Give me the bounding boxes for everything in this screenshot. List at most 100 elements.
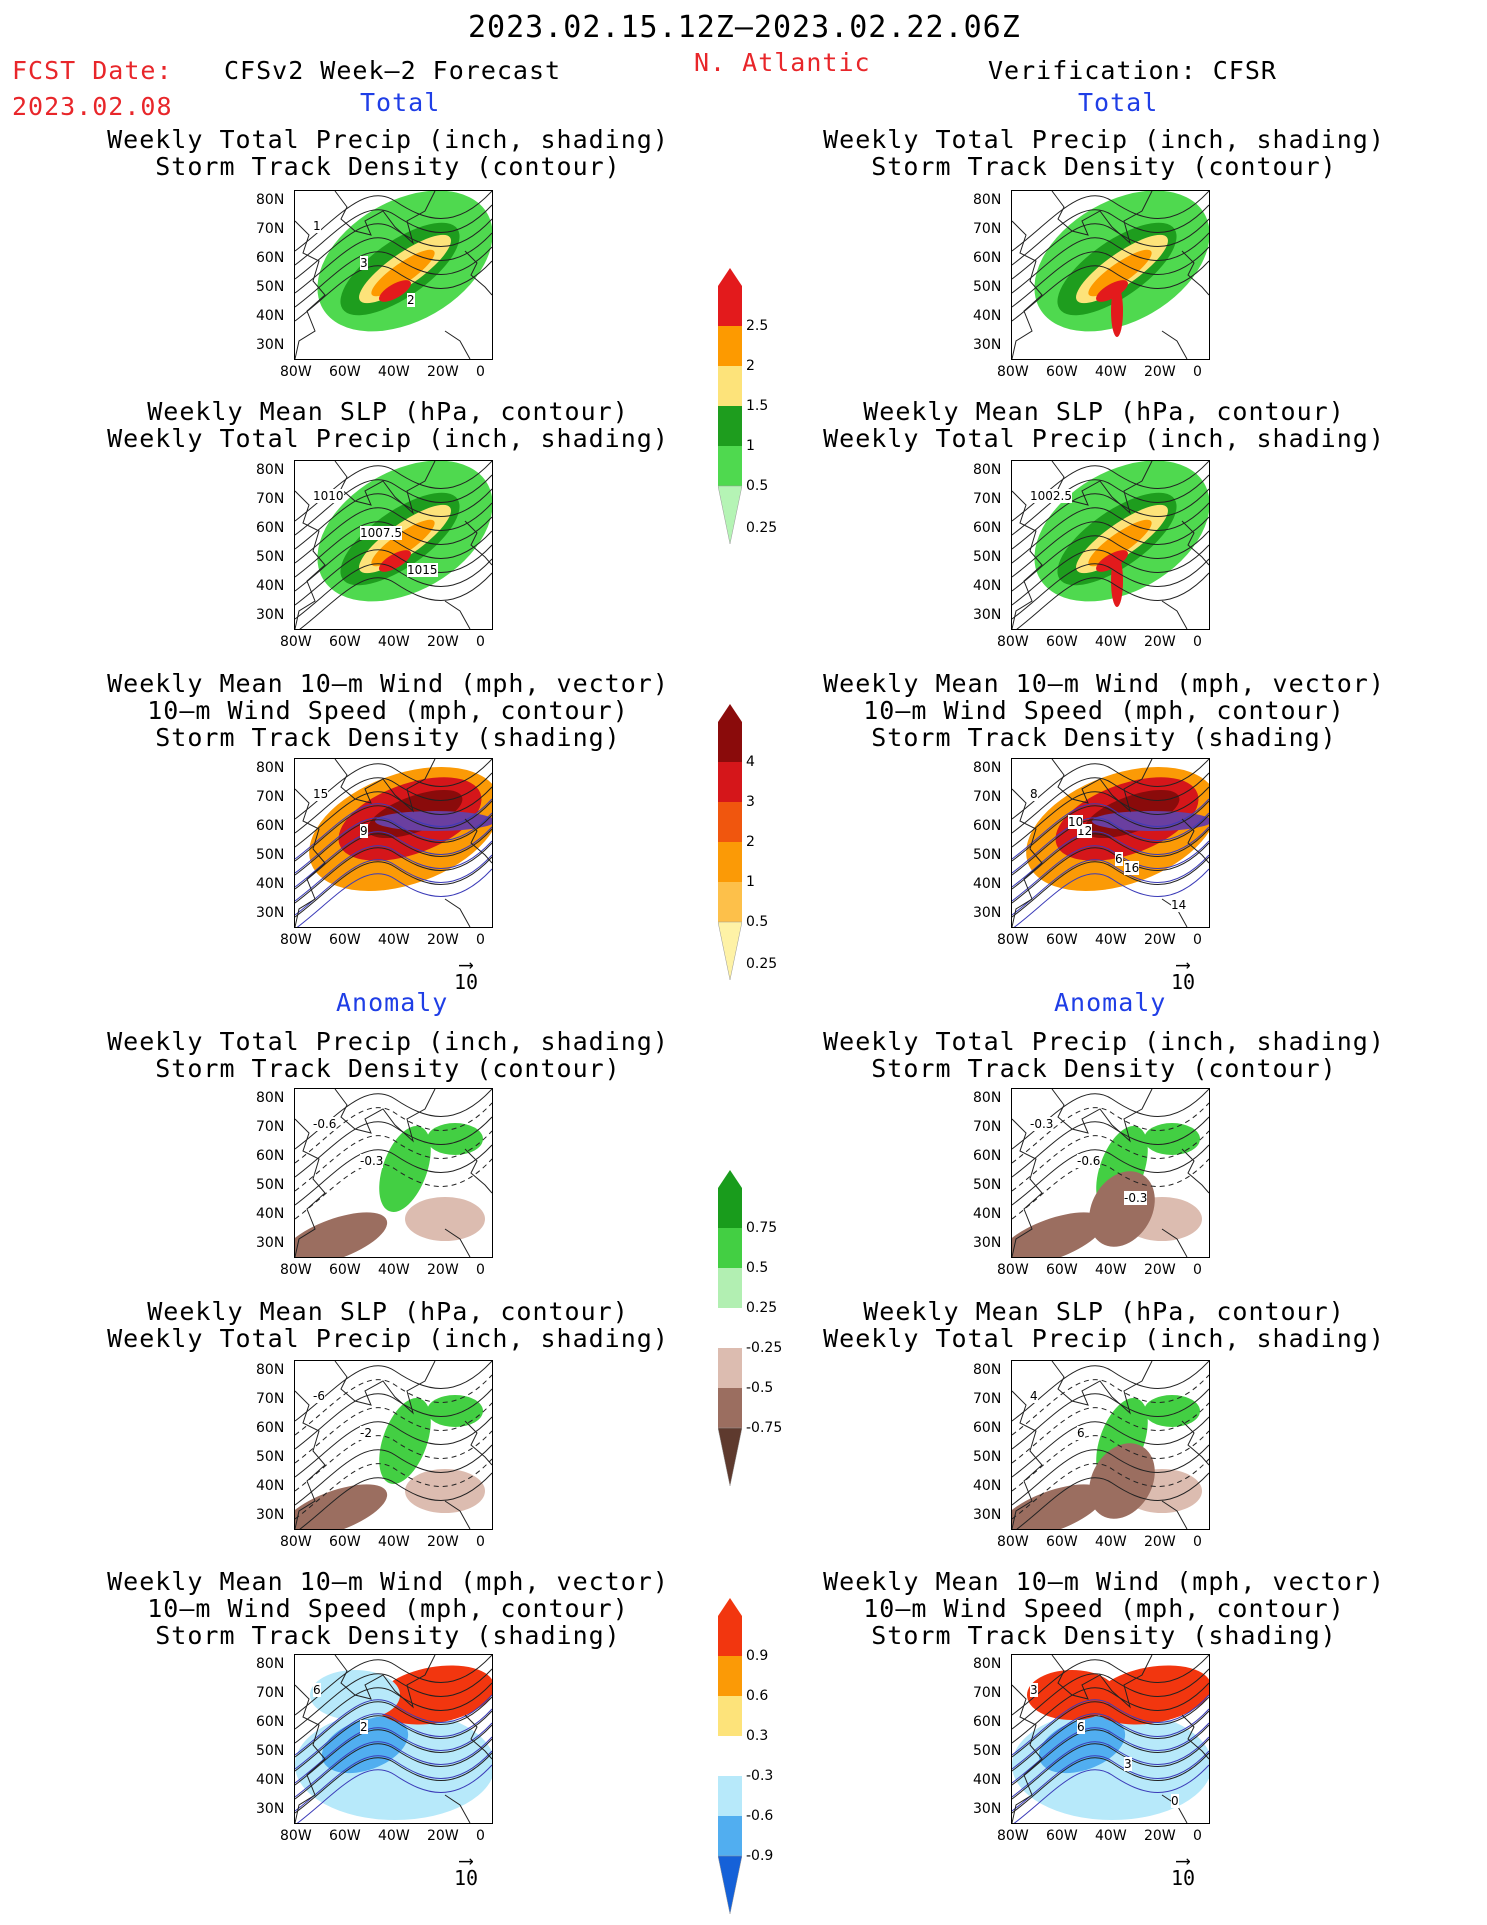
- lat-tick-label: 80N: [973, 760, 1002, 776]
- contour-line: [1016, 1472, 1209, 1529]
- panel-title-line: 10–m Wind Speed (mph, contour): [863, 696, 1345, 725]
- lon-tick-label: 60W: [1046, 1828, 1078, 1844]
- panel-title-line: Weekly Mean 10–m Wind (mph, vector): [107, 1567, 669, 1596]
- precip-area: [379, 280, 411, 302]
- coastline: [1012, 759, 1209, 927]
- contour-label: 1: [313, 219, 321, 233]
- lat-tick-label: 40N: [256, 578, 285, 594]
- colorbar-cap: [718, 1170, 742, 1188]
- precip-anom-area: [1144, 1123, 1200, 1155]
- map-shading: [295, 759, 492, 927]
- contour-line: [1012, 856, 1209, 918]
- colorbar: [718, 1170, 742, 1486]
- colorbar-segment: [718, 366, 742, 406]
- colorbar-segment: [718, 1188, 742, 1228]
- precip-anom-area: [1012, 1212, 1105, 1257]
- colorbar-label: -0.5: [746, 1380, 774, 1396]
- colorbar-label: 0.5: [746, 1260, 769, 1276]
- lon-tick-label: 20W: [427, 932, 459, 948]
- contour-line: [296, 1764, 492, 1823]
- colorbar-label: 0.5: [746, 478, 769, 494]
- contour-line: [295, 544, 492, 606]
- contour-line: [295, 502, 492, 564]
- map-panel: -0.6 -0.3: [294, 1088, 493, 1258]
- lat-tick-label: 40N: [973, 578, 1002, 594]
- lat-tick-label: 50N: [973, 1743, 1002, 1759]
- contour-label: -6: [313, 1389, 325, 1403]
- contour-line: [295, 854, 492, 916]
- contour-line: [1012, 1144, 1209, 1206]
- contour-label: 10: [1068, 815, 1084, 829]
- colorbar-segment: [718, 722, 742, 762]
- contour-line: [295, 759, 492, 820]
- lat-tick-label: 40N: [973, 1206, 1002, 1222]
- lat-tick-label: 60N: [256, 1148, 285, 1164]
- lat-tick-label: 50N: [256, 279, 285, 295]
- lat-tick-label: 80N: [256, 192, 285, 208]
- colorbar-segment: [718, 802, 742, 842]
- lat-tick-label: 70N: [973, 789, 1002, 805]
- contour-line: [295, 1130, 492, 1192]
- vector-ref-value: 10: [454, 970, 479, 994]
- section-anomaly-forecast: Anomaly: [336, 988, 449, 1017]
- lon-tick-label: 80W: [280, 1262, 312, 1278]
- panel-title-line: Weekly Mean SLP (hPa, contour): [147, 1297, 629, 1326]
- contour-label: -0.3: [1124, 1191, 1148, 1205]
- lon-tick-label: 0: [476, 1828, 485, 1844]
- colorbar-segment: [718, 842, 742, 882]
- lon-tick-label: 20W: [427, 634, 459, 650]
- vector-ref-value: 10: [1171, 1866, 1196, 1890]
- lat-tick-label: 40N: [973, 1478, 1002, 1494]
- lon-tick-label: 60W: [329, 1534, 361, 1550]
- lat-tick-label: 70N: [256, 1391, 285, 1407]
- contour-line: [1016, 572, 1209, 629]
- contour-line: [295, 474, 492, 536]
- colorbar-segment: [718, 446, 742, 486]
- contour-line: [295, 1694, 492, 1756]
- colorbar-segment: [718, 1388, 742, 1428]
- lat-tick-label: 30N: [256, 1235, 285, 1251]
- lat-tick-label: 30N: [256, 905, 285, 921]
- map-shading: [1012, 1089, 1209, 1257]
- map-shading: [295, 1089, 492, 1257]
- colorbar-label: 0.75: [746, 1220, 778, 1236]
- contour-line: [295, 530, 492, 592]
- lat-tick-label: 40N: [256, 1206, 285, 1222]
- contour-line: [295, 1416, 492, 1478]
- colorbar-segment: [718, 1816, 742, 1856]
- lat-tick-label: 30N: [973, 905, 1002, 921]
- lat-tick-label: 80N: [973, 462, 1002, 478]
- panel-title-line: Storm Track Density (shading): [871, 1621, 1337, 1650]
- lon-tick-label: 80W: [997, 1828, 1029, 1844]
- contour-line: [1013, 868, 1209, 927]
- precip-anom-area: [427, 1123, 483, 1155]
- map-shading: [1012, 461, 1209, 629]
- lon-tick-label: 40W: [378, 364, 410, 380]
- lon-tick-label: 60W: [329, 364, 361, 380]
- date-range-title: 2023.02.15.12Z–2023.02.22.06Z: [468, 10, 1021, 45]
- contour-line: [295, 558, 492, 620]
- contour-line: [1012, 1361, 1209, 1422]
- lat-tick-label: 40N: [973, 876, 1002, 892]
- contour-line: [1012, 812, 1209, 874]
- lon-tick-label: 20W: [1144, 1828, 1176, 1844]
- contour-line: [295, 1158, 492, 1220]
- lat-tick-label: 80N: [973, 192, 1002, 208]
- contour-line: [295, 1458, 492, 1520]
- lon-tick-label: 20W: [1144, 634, 1176, 650]
- contour-label: 1010: [313, 489, 344, 503]
- lon-tick-label: 60W: [1046, 1262, 1078, 1278]
- storm-area: [1092, 811, 1209, 831]
- vector-arrow-icon: ⟶: [460, 952, 473, 976]
- lat-tick-label: 50N: [973, 1177, 1002, 1193]
- panel-title-line: Weekly Total Precip (inch, shading): [823, 1324, 1385, 1353]
- fcst-date-label: FCST Date:: [12, 56, 173, 85]
- lon-tick-label: 80W: [997, 634, 1029, 650]
- lat-tick-label: 40N: [256, 1478, 285, 1494]
- contour-line: [1012, 1708, 1209, 1770]
- contour-label: -0.3: [1030, 1117, 1054, 1131]
- contour-line: [295, 1736, 492, 1798]
- lon-tick-label: 0: [1193, 932, 1202, 948]
- lat-tick-label: 70N: [256, 1119, 285, 1135]
